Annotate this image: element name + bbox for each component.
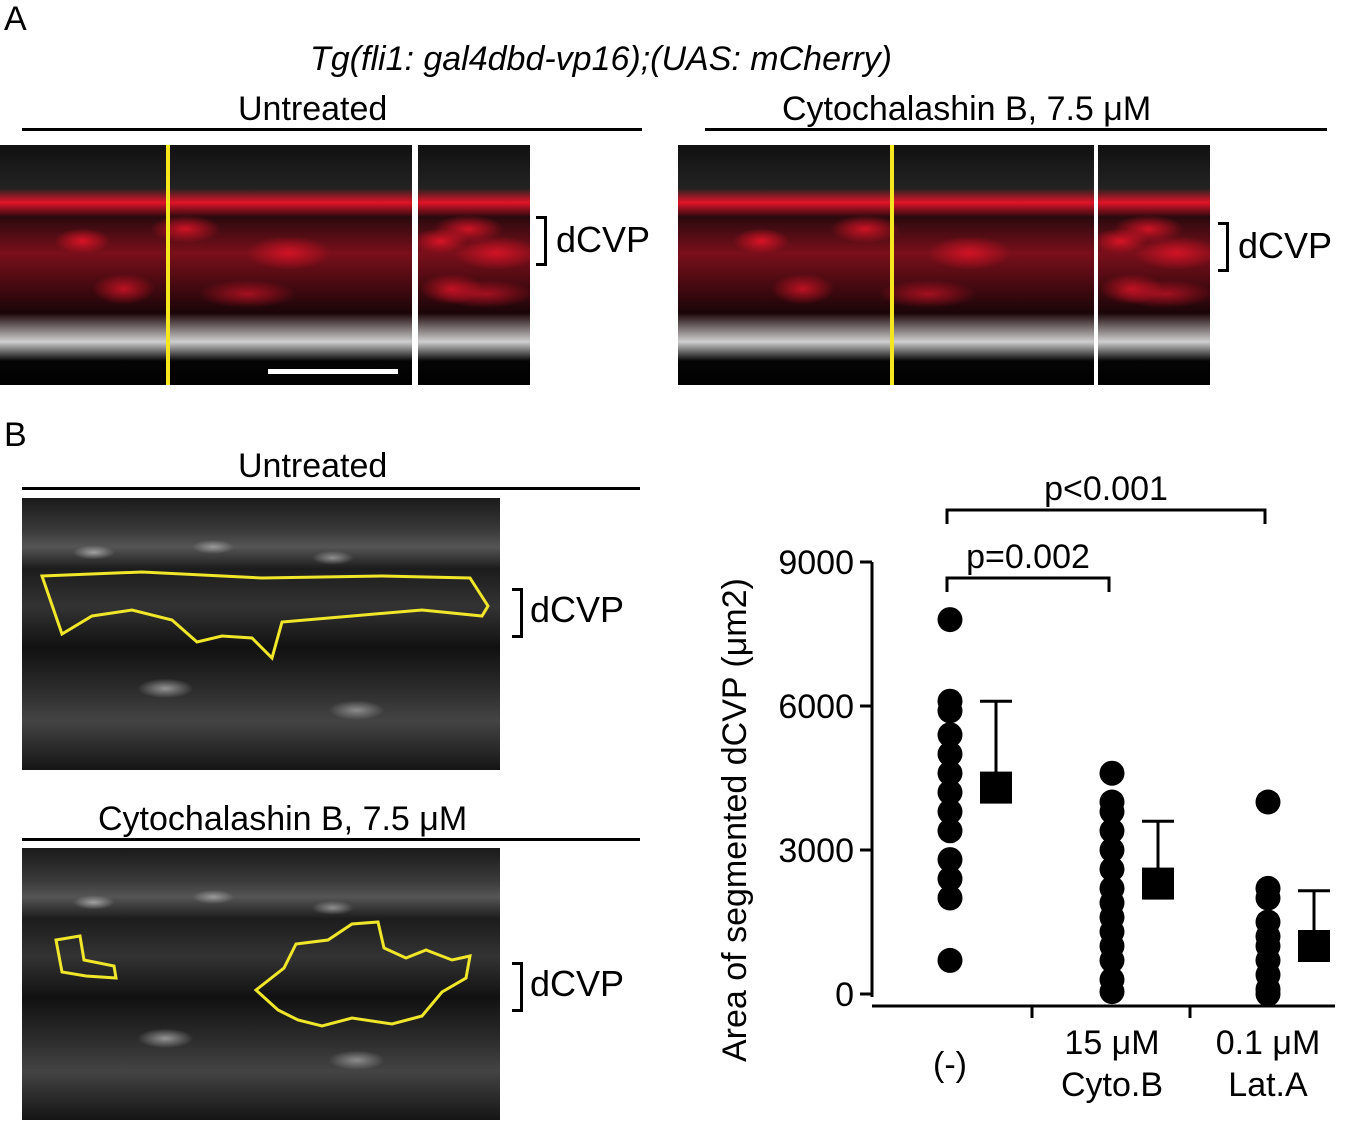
data-point (1099, 799, 1125, 825)
panel-a-cytob-dcvp-bracket (1218, 222, 1229, 272)
panel-a-untreated-dcvp-bracket (536, 216, 547, 266)
mean-marker (1298, 930, 1330, 962)
y-tick-label-6000: 6000 (778, 688, 854, 726)
significance-label: p=0.002 (966, 538, 1090, 576)
panel-a-cytob-rule (705, 128, 1327, 131)
panel-a-untreated-rule (22, 128, 642, 131)
data-point (937, 760, 963, 786)
category-label-1: 15 μM (1064, 1024, 1159, 1062)
panel-a-cytob-cross-section (1098, 145, 1210, 385)
panel-a-untreated-cross-section (418, 145, 530, 385)
panel-b-cytob-rule (22, 838, 640, 841)
panel-a-untreated-micrograph (0, 145, 412, 385)
panel-b-untreated-rule (22, 487, 640, 490)
y-tick-label-3000: 3000 (778, 832, 854, 870)
data-point (1099, 979, 1125, 1005)
data-point (937, 799, 963, 825)
data-point (937, 698, 963, 724)
panel-b-untreated-dcvp-bracket (512, 588, 523, 638)
data-point (937, 847, 963, 873)
significance-bracket (945, 576, 1111, 592)
significance-bracket (945, 508, 1267, 524)
untreated-dcvp-outline (39, 570, 490, 661)
cytob-dcvp-outline (54, 920, 472, 1028)
category-label-2: 0.1 μM (1216, 1024, 1321, 1062)
panel-b-cytob-micrograph (22, 848, 500, 1120)
panel-b-untreated-label: Untreated (238, 447, 388, 485)
data-point (1099, 856, 1125, 882)
data-point (1099, 760, 1125, 786)
panel-a-untreated-label: Untreated (238, 90, 388, 128)
panel-b-letter: B (4, 416, 27, 454)
y-tick-label-9000: 9000 (778, 544, 854, 582)
dcvp-area-chart: Area of segmented dCVP (μm2) 0 3000 6000 90… (716, 470, 1335, 1104)
data-point (1099, 837, 1125, 863)
data-point (937, 885, 963, 911)
panel-b-cytob-label: Cytochalashin B, 7.5 μM (98, 800, 468, 838)
transgenic-line-label: Tg(fli1: gal4dbd-vp16);(UAS: mCherry) (310, 40, 892, 78)
y-tick-label-0: 0 (835, 976, 854, 1014)
panel-b-cytob-dcvp-bracket (512, 962, 523, 1012)
panel-b-untreated-dcvp-label: dCVP (530, 589, 625, 630)
panel-a-cytob-micrograph (678, 145, 1094, 385)
scale-bar (268, 369, 398, 374)
panel-b-untreated-micrograph (22, 498, 500, 770)
data-point (937, 866, 963, 892)
data-point (937, 779, 963, 805)
data-point (937, 741, 963, 767)
category-sublabel-2: Lat.A (1228, 1066, 1308, 1104)
panel-a-letter: A (4, 0, 27, 38)
panel-a-cytob-dcvp-label: dCVP (1238, 225, 1333, 266)
category-sublabel-1: Cyto.B (1061, 1066, 1163, 1104)
panel-a-untreated-dcvp-label: dCVP (556, 219, 651, 260)
y-axis-label: Area of segmented dCVP (μm2) (716, 578, 754, 1062)
data-point (1099, 947, 1125, 973)
data-point (1099, 818, 1125, 844)
data-point (937, 607, 963, 633)
data-point (1255, 789, 1281, 815)
data-point (1255, 885, 1281, 911)
cross-section-marker-line (166, 145, 170, 385)
cross-section-marker-line (890, 145, 894, 385)
significance-label: p<0.001 (1044, 470, 1168, 508)
panel-a-cytob-label: Cytochalashin B, 7.5 μM (782, 90, 1152, 128)
panel-b-cytob-dcvp-label: dCVP (530, 963, 625, 1004)
category-label-0: (-) (933, 1046, 967, 1084)
data-point (937, 947, 963, 973)
mean-marker (1142, 867, 1174, 900)
mean-marker (980, 771, 1012, 804)
data-point (937, 722, 963, 748)
data-point (1255, 981, 1281, 1007)
data-point (937, 818, 963, 844)
